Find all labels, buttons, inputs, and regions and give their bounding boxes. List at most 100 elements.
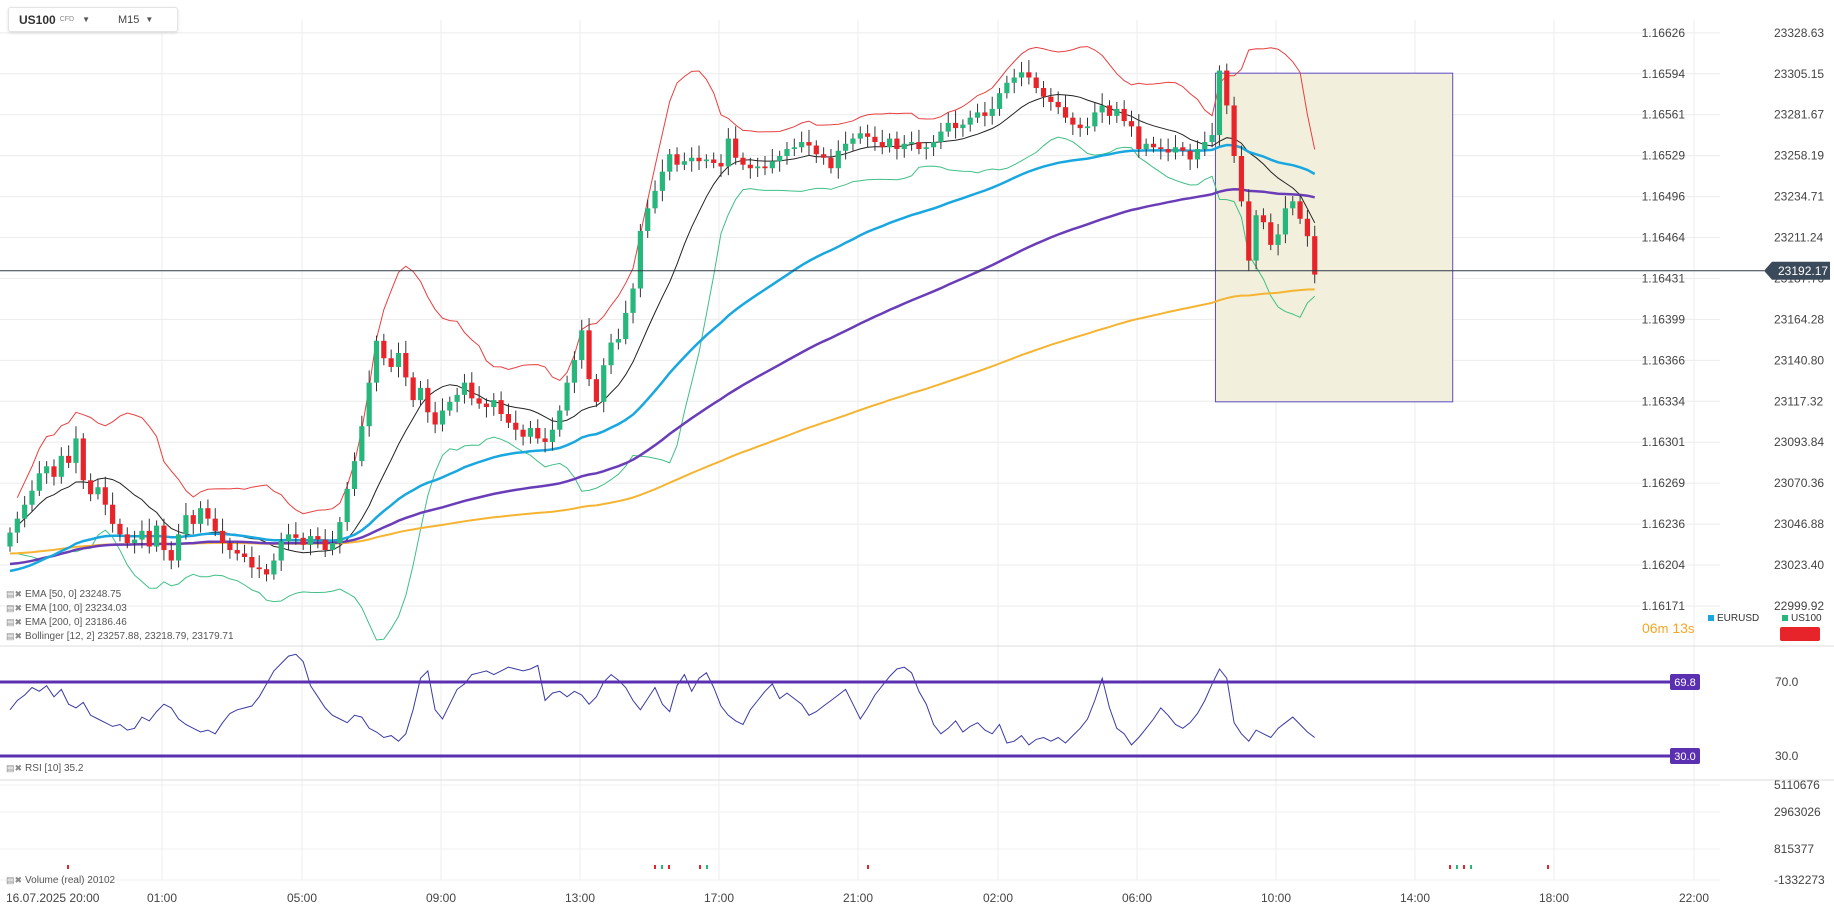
- indicator-settings-icon[interactable]: ▤✖: [6, 589, 23, 599]
- candle-body: [996, 93, 1003, 109]
- candle-body: [161, 525, 167, 551]
- timeframe-dropdown-chevron-icon[interactable]: ▼: [145, 15, 154, 24]
- candle-body: [813, 145, 819, 155]
- price-axis-tick-label: 22999.92: [1774, 599, 1824, 613]
- legend-bollinger-text: Bollinger [12, 2] 23257.88, 23218.79, 23…: [25, 631, 234, 642]
- legend-ema50-text: EMA [50, 0] 23248.75: [25, 589, 122, 600]
- candle-body: [80, 438, 86, 481]
- time-axis-tick-label: 17:00: [704, 891, 734, 905]
- price-axis-tick-label: 23328.63: [1774, 26, 1824, 40]
- candle-body: [630, 288, 636, 313]
- candle-body: [696, 157, 702, 162]
- price-axis-tick-label: 23305.15: [1774, 67, 1824, 81]
- candle-body: [520, 429, 526, 437]
- candle-body: [601, 365, 607, 402]
- us100-color-swatch: [1782, 615, 1788, 622]
- indicator-settings-icon[interactable]: ▤✖: [6, 603, 23, 613]
- candle-body: [1238, 155, 1245, 202]
- candle-body: [711, 159, 717, 163]
- us100-change-badge: [1780, 627, 1820, 641]
- candle-body: [1136, 126, 1142, 150]
- candle-body: [982, 112, 988, 116]
- symbol-dropdown-chevron-icon[interactable]: ▼: [82, 15, 91, 24]
- legend-symbol-us100[interactable]: US100: [1782, 613, 1822, 624]
- candle-body: [733, 138, 739, 158]
- candle-body: [263, 569, 270, 575]
- candle-body: [432, 412, 438, 425]
- indicator-settings-icon[interactable]: ▤✖: [6, 631, 23, 641]
- time-axis-tick-label: 22:00: [1679, 891, 1709, 905]
- current-price-box: [1764, 261, 1830, 280]
- candle-countdown-timer: 06m 13s: [1642, 620, 1694, 636]
- legend-symbol-eurusd-text: EURUSD: [1717, 613, 1760, 624]
- candle-body: [1099, 105, 1105, 113]
- legend-volume-text: Volume (real) 20102: [25, 875, 116, 886]
- candle-body: [674, 154, 680, 165]
- candle-body: [791, 147, 797, 150]
- candle-body: [989, 108, 995, 116]
- candle-body: [1224, 70, 1230, 106]
- candle-body: [381, 340, 387, 359]
- indicator-settings-icon[interactable]: ▤✖: [6, 617, 23, 627]
- timeframe-selector[interactable]: M15: [118, 13, 140, 26]
- indicator-settings-icon[interactable]: ▤✖: [6, 763, 23, 773]
- candle-body: [124, 534, 130, 544]
- candle-body: [887, 138, 893, 148]
- axis-layer: 23328.63 23305.15 23281.67 23258.19 23234.71…: [6, 26, 1825, 905]
- candle-body: [725, 138, 731, 167]
- candle-body: [703, 159, 709, 162]
- candle-body: [564, 382, 570, 411]
- candle-body: [373, 340, 380, 383]
- indicator-settings-icon[interactable]: ▤✖: [6, 875, 23, 885]
- candle-body: [1040, 87, 1047, 97]
- timer-seconds: 13: [1672, 620, 1688, 636]
- candle-body: [403, 353, 409, 378]
- candle-body: [168, 550, 174, 561]
- candle-body: [498, 400, 504, 415]
- candle-body: [278, 541, 284, 561]
- candle-body: [835, 150, 841, 169]
- price-axis-tick-label: 23070.36: [1774, 476, 1824, 490]
- candle-body: [1114, 108, 1120, 116]
- candle-body: [7, 532, 13, 547]
- candle-body: [938, 131, 944, 143]
- eurusd-axis-tick-label: 1.16334: [1642, 394, 1686, 408]
- candle-body: [762, 166, 768, 169]
- legend-symbol-eurusd[interactable]: EURUSD: [1708, 613, 1759, 624]
- candle-body: [967, 117, 973, 125]
- candle-body: [1246, 201, 1252, 261]
- candle-body: [659, 171, 665, 191]
- time-axis-tick-label: 16.07.2025 20:00: [6, 891, 100, 905]
- candle-body: [769, 161, 775, 169]
- candle-body: [256, 567, 262, 570]
- eurusd-axis-tick-label: 1.16236: [1642, 517, 1686, 531]
- price-axis-tick-label: 23046.88: [1774, 517, 1824, 531]
- candle-body: [930, 142, 937, 148]
- candle-body: [1194, 149, 1201, 160]
- candle-body: [212, 518, 218, 531]
- symbol-selector[interactable]: US100: [19, 12, 56, 27]
- time-axis-tick-label: 06:00: [1122, 891, 1152, 905]
- candle-body: [1165, 149, 1171, 153]
- candle-body: [139, 530, 145, 540]
- legend-rsi-text: RSI [10] 35.2: [25, 763, 84, 774]
- candle-body: [1018, 72, 1025, 78]
- candle-body: [410, 377, 416, 401]
- candle-body: [952, 122, 959, 129]
- candle-body: [505, 414, 512, 423]
- candle-body: [821, 154, 827, 158]
- candle-body: [1011, 77, 1017, 83]
- candle-body: [872, 136, 878, 143]
- candle-body: [425, 387, 431, 413]
- candle-body: [14, 518, 20, 533]
- candle-body: [146, 530, 152, 547]
- time-axis-tick-label: 01:00: [147, 891, 177, 905]
- candle-body: [249, 557, 255, 568]
- candle-body: [1004, 82, 1010, 94]
- legend-bollinger: ▤✖ Bollinger [12, 2] 23257.88, 23218.79, …: [6, 631, 234, 642]
- timer-seconds-unit: s: [1687, 621, 1695, 636]
- eurusd-axis-tick-label: 1.16301: [1642, 435, 1686, 449]
- candle-body: [241, 553, 248, 558]
